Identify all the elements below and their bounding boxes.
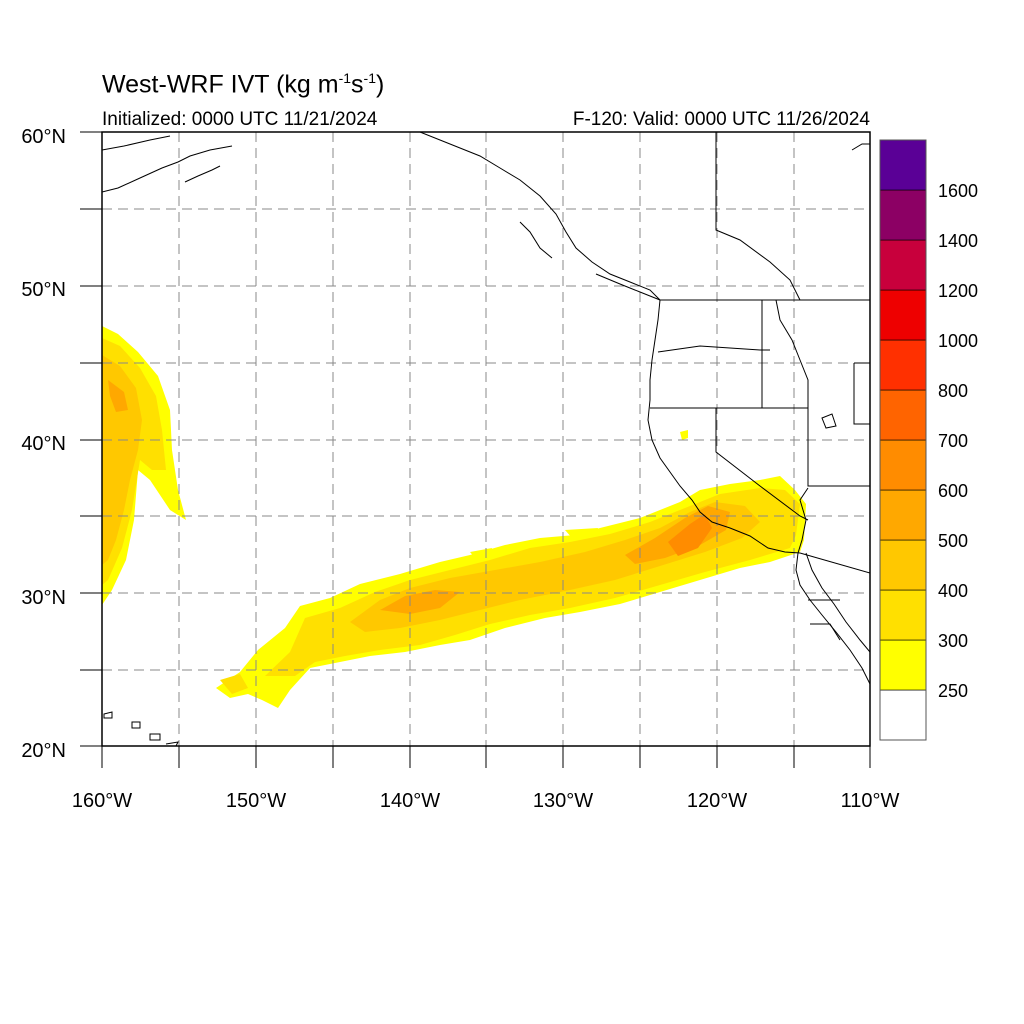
colorbar-swatch <box>879 189 927 241</box>
colorbar-swatch <box>879 439 927 491</box>
colorbar-label: 1600 <box>938 181 978 201</box>
lon-tick-label: 160°W <box>72 790 132 812</box>
colorbar-swatch <box>879 339 927 391</box>
colorbar-swatch <box>879 589 927 641</box>
colorbar-label: 800 <box>938 381 968 401</box>
colorbar-swatch <box>879 639 927 691</box>
colorbar-swatch <box>879 389 927 441</box>
coastlines <box>102 132 870 746</box>
colorbar-label: 1000 <box>938 331 978 351</box>
ivt-patch-1 <box>680 430 688 440</box>
colorbar-frame <box>879 139 927 741</box>
colorbar-swatch <box>879 489 927 541</box>
lat-tick-label: 60°N <box>21 126 66 148</box>
colorbar-label: 300 <box>938 631 968 651</box>
valid-time-label: F-120: Valid: 0000 UTC 11/26/2024 <box>572 109 870 130</box>
colorbar-swatch <box>879 239 927 291</box>
colorbar-label: 250 <box>938 681 968 701</box>
lon-tick-label: 150°W <box>226 790 286 812</box>
gridlines <box>102 132 870 746</box>
state-borders <box>650 132 870 641</box>
colorbar-label: 500 <box>938 531 968 551</box>
lon-tick-label: 120°W <box>687 790 747 812</box>
ivt-patch-2 <box>565 528 598 538</box>
ivt-west-500 <box>108 380 128 412</box>
ivt-shading <box>102 326 806 708</box>
colorbar-label: 1400 <box>938 231 978 251</box>
colorbar-label: 700 <box>938 431 968 451</box>
colorbar: 250 300 400 500 600 700 800 1000 1200 1400 1600 <box>879 139 978 741</box>
map-title: West-WRF IVT (kg m-1s-1) <box>102 70 385 99</box>
ivt-west-400 <box>102 355 142 565</box>
lat-tick-label: 50°N <box>21 279 66 301</box>
lat-tick-label: 40°N <box>21 433 66 455</box>
lat-tick-label: 20°N <box>21 740 66 762</box>
lon-tick-label: 110°W <box>841 790 900 812</box>
lon-tick-label: 140°W <box>380 790 440 812</box>
colorbar-label: 400 <box>938 581 968 601</box>
colorbar-label: 1200 <box>938 281 978 301</box>
colorbar-swatch <box>879 289 927 341</box>
ivt-patch-4 <box>220 674 248 694</box>
initialized-label: Initialized: 0000 UTC 11/21/2024 <box>102 109 378 130</box>
colorbar-swatch <box>879 139 927 191</box>
lat-tick-label: 30°N <box>21 587 66 609</box>
colorbar-swatch <box>879 539 927 591</box>
axis-ticks <box>80 131 871 768</box>
colorbar-label: 600 <box>938 481 968 501</box>
lon-tick-label: 130°W <box>533 790 593 812</box>
ivt-plume-400 <box>350 502 760 632</box>
ivt-plume-500 <box>380 590 460 614</box>
colorbar-swatch <box>879 689 927 741</box>
ivt-plume-600 <box>668 514 712 556</box>
